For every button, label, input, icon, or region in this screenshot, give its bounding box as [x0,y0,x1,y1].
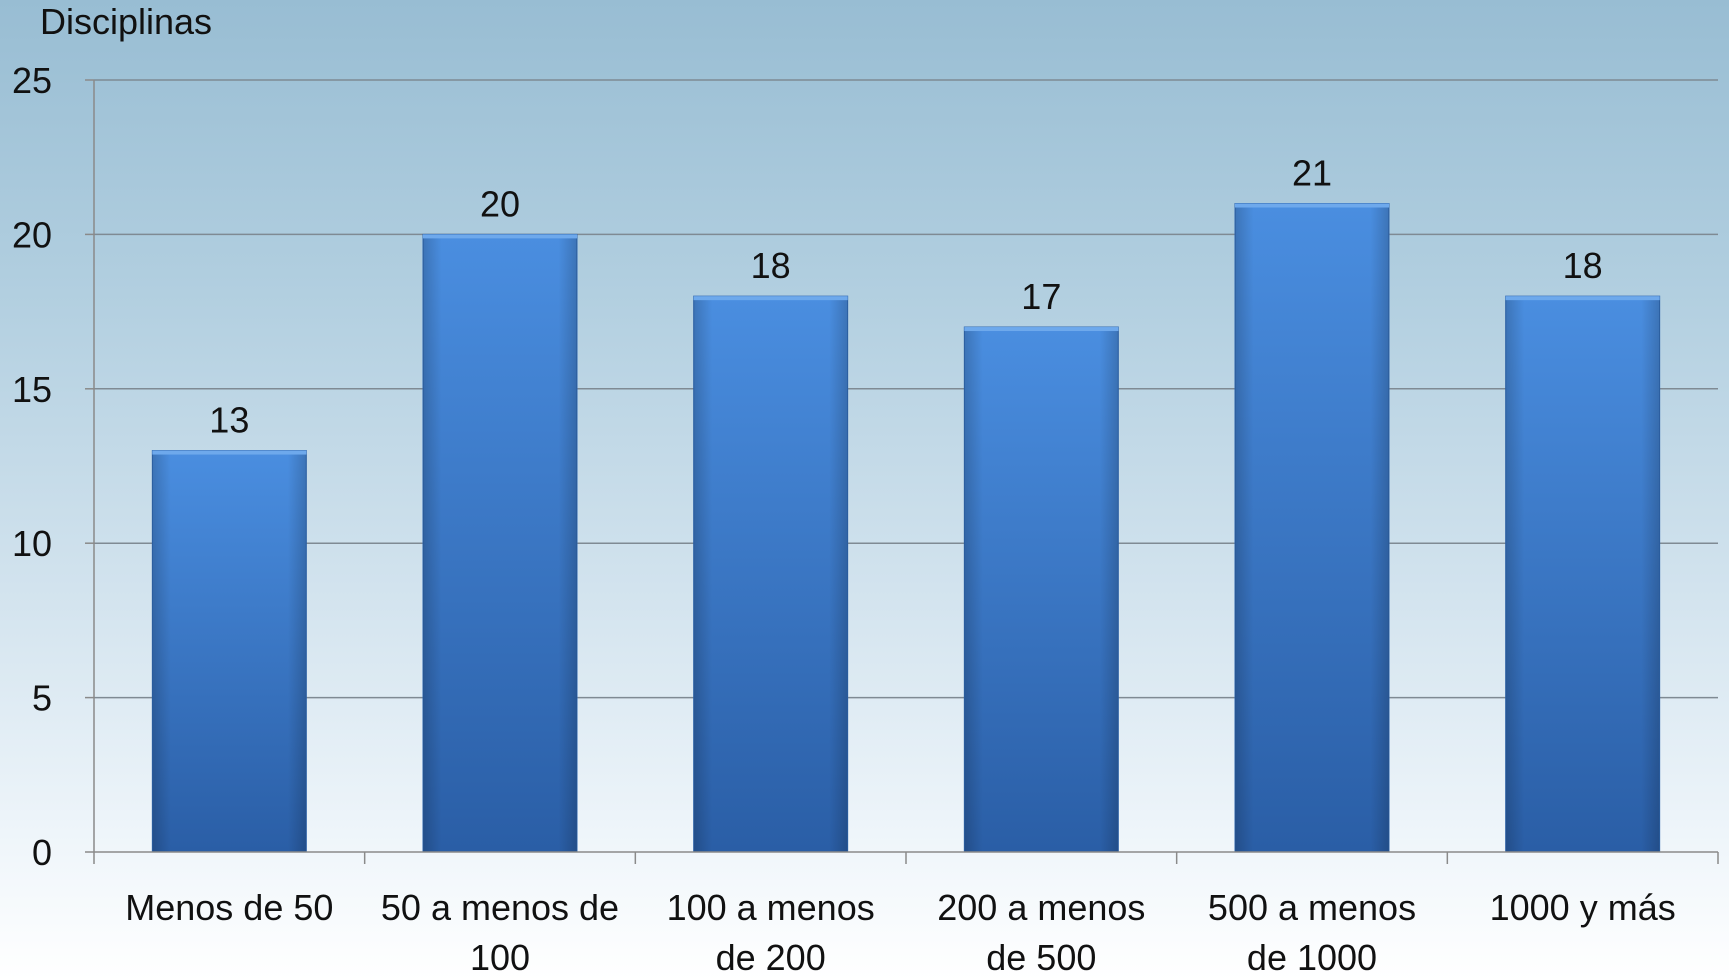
x-tick-label: Menos de 50 [125,887,333,928]
gridlines [94,79,1718,699]
bar-shading [1235,203,1389,852]
x-tick-label: 100 [470,937,530,978]
y-tick-label: 20 [12,214,52,255]
x-tick-label: de 1000 [1247,937,1377,978]
x-tick-label: de 200 [716,937,826,978]
bar-top-highlight [1235,203,1389,208]
axes [85,79,1719,864]
bar-shading [423,234,577,852]
x-tick-label: 100 a menos [667,887,875,928]
x-tick-label: 1000 y más [1490,887,1676,928]
data-label: 13 [209,400,249,441]
labels: 0 5 10 15 20 25 13 Menos de 50 20 50 a menos de 10… [12,60,1676,978]
bar-shading [152,450,307,852]
bar-shading [1505,296,1660,852]
y-tick-label: 10 [12,523,52,564]
bar-top-highlight [1505,296,1660,301]
bar-shading [964,327,1119,852]
x-tick-label: 200 a menos [937,887,1145,928]
bar-top-highlight [964,327,1119,332]
y-tick-label: 25 [12,60,52,101]
bar-top-highlight [152,450,307,455]
bar-shading [693,296,848,852]
data-label: 21 [1292,153,1332,194]
y-tick-label: 15 [12,369,52,410]
x-tick-label: 500 a menos [1208,887,1416,928]
y-tick-label: 0 [32,832,52,873]
data-label: 18 [1563,245,1603,286]
data-label: 17 [1021,276,1061,317]
bars [151,203,1661,853]
x-tick-label: de 500 [986,937,1096,978]
bar-top-highlight [693,296,848,301]
data-label: 20 [480,183,520,224]
data-label: 18 [751,245,791,286]
x-tick-label: 50 a menos de [381,887,619,928]
bar-top-highlight [423,234,577,239]
y-axis-title: Disciplinas [40,1,212,42]
y-tick-label: 5 [32,678,52,719]
